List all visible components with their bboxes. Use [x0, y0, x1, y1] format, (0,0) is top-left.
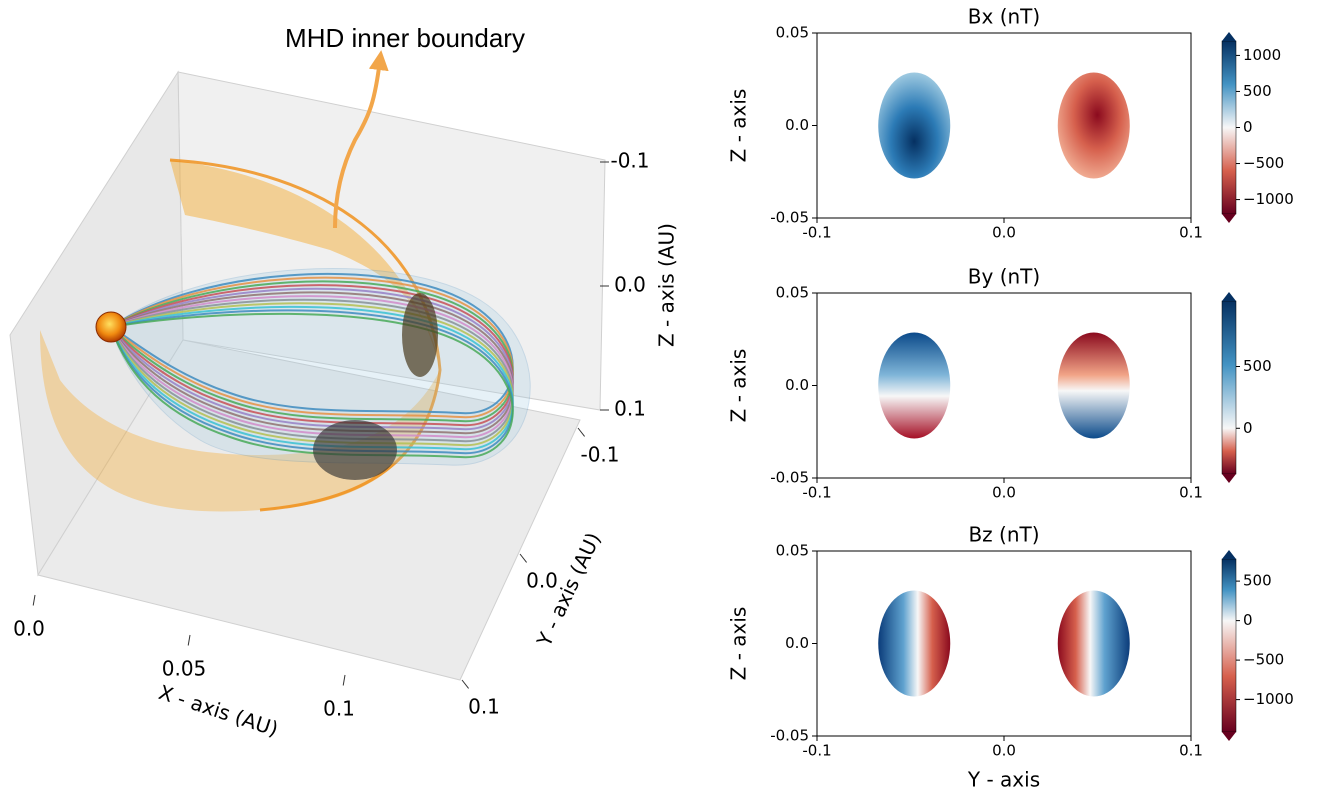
- y-tick-label: 0.0: [785, 634, 809, 652]
- field-line: [110, 291, 514, 435]
- panel-title: Bz (nT): [968, 523, 1039, 547]
- y-tick-label: -0.05: [770, 209, 809, 227]
- colorbar-tick-label: 500: [1243, 572, 1272, 590]
- tick-mark: [461, 679, 469, 689]
- y-tick-label: 0.0: [785, 376, 809, 394]
- x-tick-label: -0.1: [802, 224, 831, 242]
- y-tick-label: 0.0: [785, 116, 809, 134]
- x-tick-label: 0.0: [992, 224, 1016, 242]
- tick-label: -0.1: [610, 149, 649, 173]
- tick-label: 0.1: [323, 697, 355, 721]
- tick-label: 0.0: [614, 273, 646, 297]
- field-line: [110, 298, 514, 443]
- colorbar-tick-label: −1000: [1243, 690, 1294, 708]
- x-tick-label: 0.1: [1179, 484, 1203, 502]
- tick-mark: [187, 634, 191, 646]
- tick-label: -0.1: [580, 443, 619, 467]
- tick-label: 0.05: [162, 657, 207, 681]
- axes-frame: [816, 292, 1192, 479]
- colorbar-tick-label: 500: [1243, 82, 1272, 100]
- x-tick-label: 0.0: [992, 742, 1016, 760]
- y-tick-label: -0.05: [770, 469, 809, 487]
- y-tick-label: -0.05: [770, 727, 809, 745]
- field-line: [110, 287, 514, 431]
- field-map: [1057, 332, 1130, 439]
- colorbar-tick-label: 500: [1243, 357, 1272, 375]
- field-line: [110, 302, 514, 447]
- colorbar-extend: [1222, 474, 1236, 483]
- field-line: [110, 305, 514, 451]
- tick-mark: [577, 427, 585, 437]
- field-line: [110, 309, 514, 455]
- axes-frame: [816, 550, 1192, 737]
- colorbar-extend: [1222, 214, 1236, 223]
- colorbar-extend: [1222, 32, 1236, 41]
- colorbar-tick-label: 0: [1243, 118, 1253, 136]
- y-axis-label: Z - axis: [727, 349, 751, 423]
- boundary-edge: [169, 158, 442, 512]
- field-map: [878, 590, 951, 697]
- field-line: [110, 284, 514, 427]
- tick-label: 0.1: [614, 397, 646, 421]
- field-line: [110, 276, 514, 419]
- colorbar-tick-label: 0: [1243, 611, 1253, 629]
- colorbar-tick-label: −500: [1243, 651, 1284, 669]
- x-tick-label: 0.1: [1179, 742, 1203, 760]
- colorbar-extend: [1222, 550, 1236, 559]
- colorbar: [1221, 300, 1237, 475]
- colorbar-tick-label: −1000: [1243, 190, 1294, 208]
- x-tick-label: -0.1: [802, 484, 831, 502]
- y-tick-label: 0.05: [776, 542, 809, 560]
- tick-mark: [519, 553, 527, 563]
- colorbar: [1221, 40, 1237, 215]
- x-tick-label: -0.1: [802, 742, 831, 760]
- panel-title: Bx (nT): [968, 5, 1040, 29]
- colorbar: [1221, 558, 1237, 733]
- plot-3d: MHD inner boundary: [9, 23, 606, 681]
- field-line: [110, 295, 514, 439]
- y-tick-label: 0.05: [776, 24, 809, 42]
- x-tick-label: 0.1: [1179, 224, 1203, 242]
- axes-frame: [816, 32, 1192, 219]
- tick-mark: [32, 594, 36, 606]
- field-line: [110, 280, 514, 423]
- colorbar-tick-label: 1000: [1243, 46, 1281, 64]
- sun: [95, 311, 127, 343]
- field-line: [110, 312, 514, 459]
- boundary-surface: [170, 160, 440, 370]
- tick-label: 0.0: [526, 569, 558, 593]
- y-axis-label: Z - axis: [727, 607, 751, 681]
- axis-label: X - axis (AU): [156, 680, 281, 741]
- colorbar-extend: [1222, 292, 1236, 301]
- flux-rope: [110, 268, 531, 466]
- tick-mark: [342, 674, 346, 686]
- colorbar-tick-label: −500: [1243, 154, 1284, 172]
- annotation-arrow: [333, 50, 389, 229]
- axis-label: Z - axis (AU): [655, 223, 679, 347]
- x-tick-label: 0.0: [992, 484, 1016, 502]
- panel-title: By (nT): [968, 265, 1040, 289]
- field-line: [110, 272, 514, 415]
- colorbar-tick-label: 0: [1243, 419, 1253, 437]
- cross-section: [313, 420, 397, 480]
- annotation: MHD inner boundary: [285, 23, 525, 53]
- y-axis-label: Z - axis: [727, 89, 751, 163]
- field-map: [878, 72, 951, 179]
- field-map: [1057, 590, 1130, 697]
- field-map: [878, 332, 951, 439]
- colorbar-extend: [1222, 732, 1236, 741]
- y-tick-label: 0.05: [776, 284, 809, 302]
- tick-label: 0.0: [13, 617, 45, 641]
- cross-section: [402, 293, 438, 377]
- tick-label: 0.1: [468, 695, 500, 719]
- x-axis-label: Y - axis: [967, 768, 1040, 792]
- field-map: [1057, 72, 1130, 179]
